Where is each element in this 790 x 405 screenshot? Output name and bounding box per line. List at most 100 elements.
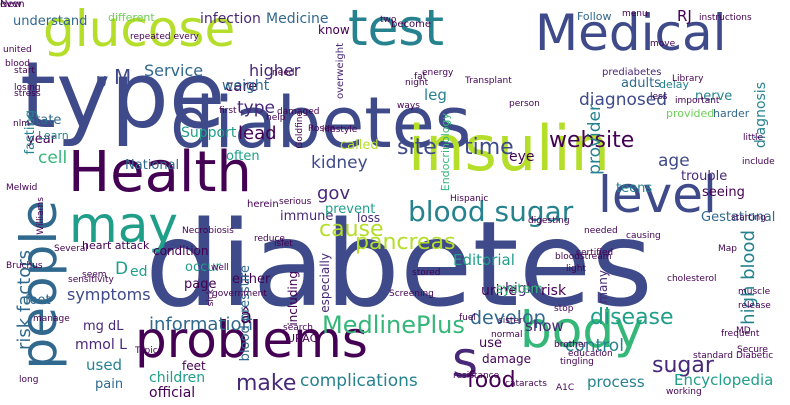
cloud-word: heart attack [82,239,150,252]
cloud-word: weight [222,78,270,94]
cloud-word: often [226,149,260,164]
cloud-word: become [391,19,432,30]
cloud-word: herein [247,199,279,210]
cloud-word: URAC [287,332,318,345]
cloud-word: person [509,99,540,109]
cloud-word: education [568,349,613,359]
cloud-word: urine [481,283,518,299]
cloud-word: needed [584,226,618,236]
cloud-word: Gestational [701,210,776,225]
cloud-word: standard [693,351,733,361]
cloud-word: well [211,263,229,273]
cloud-word: start [14,66,35,76]
cloud-word: pancreas [355,230,456,255]
cloud-word: make [236,371,297,396]
cloud-word: know [318,23,350,37]
cloud-word: delay [659,78,690,91]
cloud-word: immune [280,209,334,224]
cloud-word: State [27,113,62,128]
cloud-word: Medical [535,4,727,62]
cloud-word: Melwid [6,183,38,193]
cloud-word: M [114,65,132,89]
cloud-word: Rosen [308,124,336,134]
cloud-word: mmol L [75,337,127,353]
cloud-word: control [565,336,624,356]
cloud-word: different [108,11,155,24]
cloud-word: Medicine [266,11,329,27]
cloud-word: nlm [13,119,30,129]
cloud-word: teens [616,181,653,196]
cloud-word: digesting [528,216,570,226]
cloud-word: fuel [459,313,476,323]
cloud-word: blood pressure [238,265,253,362]
cloud-word: blood [5,59,30,69]
cloud-word: Health [68,140,252,205]
cloud-word: Editorial [453,251,515,269]
cloud-word: causing [626,231,661,241]
cloud-word: stop [554,304,574,314]
cloud-word: official [149,385,196,401]
cloud-word: starting [731,213,766,223]
cloud-word: pain [95,377,124,392]
cloud-word: Necrobiosis [182,226,234,236]
cloud-word: process [587,373,645,391]
cloud-word: Transplant [465,76,512,86]
cloud-word: Secure [737,345,768,355]
cloud-word: care [225,77,258,95]
cloud-word: system [496,282,543,297]
cloud-word: need [272,68,295,78]
cloud-word: use [479,336,503,351]
cloud-word: muscle [738,287,771,297]
cloud-word: release [738,301,771,311]
cloud-word: RJ [677,7,692,25]
cloud-word: gov [317,183,351,204]
cloud-word: Williams [36,197,46,235]
cloud-word: working [666,387,702,397]
cloud-word: Bruchus [6,261,43,271]
cloud-word: Endocrinology [439,113,452,192]
cloud-word: higher [249,61,301,80]
cloud-word: Screening [389,289,434,299]
cloud-word: diabetes [145,195,653,333]
cloud-word: time [464,135,514,160]
cloud-word: show [525,317,564,335]
cloud-word: help [266,113,286,123]
cloud-word: diagnosed [579,90,668,110]
cloud-word: Service [144,61,204,80]
cloud-word: either [232,272,271,287]
cloud-word: type [237,98,275,118]
cloud-word: page [184,277,217,292]
cloud-word: Hispanic [450,194,489,204]
cloud-word: site [397,135,437,160]
cloud-word: brother [554,340,588,350]
cloud-word: children [149,370,206,386]
cloud-word: manage [33,314,70,324]
cloud-word: losing [14,83,41,93]
cloud-word: fat [414,72,427,82]
cloud-word: damaged [277,107,320,117]
cloud-word: move [650,39,676,49]
cloud-word: reduce [254,234,285,244]
cloud-word: high [505,281,536,297]
cloud-word: even [0,0,25,10]
cloud-word: year [27,132,57,147]
cloud-word: diabetes [170,82,472,164]
cloud-word: eye [509,149,535,165]
cloud-word: prediabetes [602,67,662,78]
cloud-word: D [115,259,129,279]
cloud-word: U [96,73,107,91]
cloud-word: light [566,264,586,274]
cloud-word: lifestyle [322,125,358,135]
cloud-word: repeated every [130,32,199,42]
cloud-word: seem [82,270,107,280]
cloud-word: sugar [652,353,714,378]
cloud-word: New [0,0,22,10]
cloud-word: feet [182,359,206,373]
cloud-word: risk [541,283,567,299]
cloud-word: condition [153,244,209,258]
cloud-word: night [405,78,429,88]
cloud-word: website [549,128,635,153]
cloud-word: age [658,151,690,171]
cloud-word: nerve [695,89,733,104]
